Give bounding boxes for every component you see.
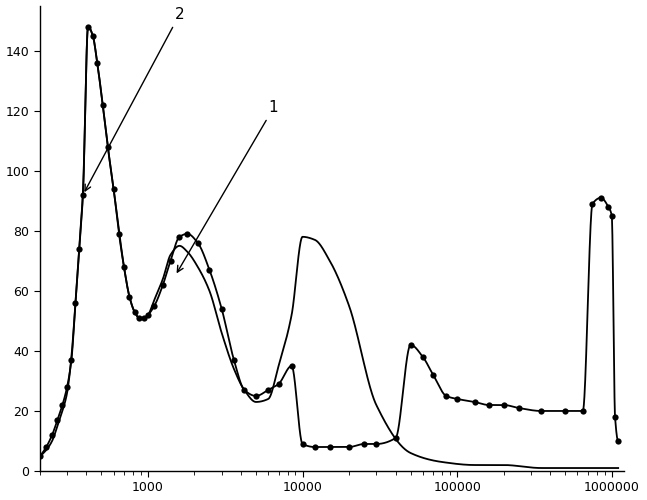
Text: 1: 1: [177, 100, 278, 272]
Text: 2: 2: [85, 7, 184, 191]
